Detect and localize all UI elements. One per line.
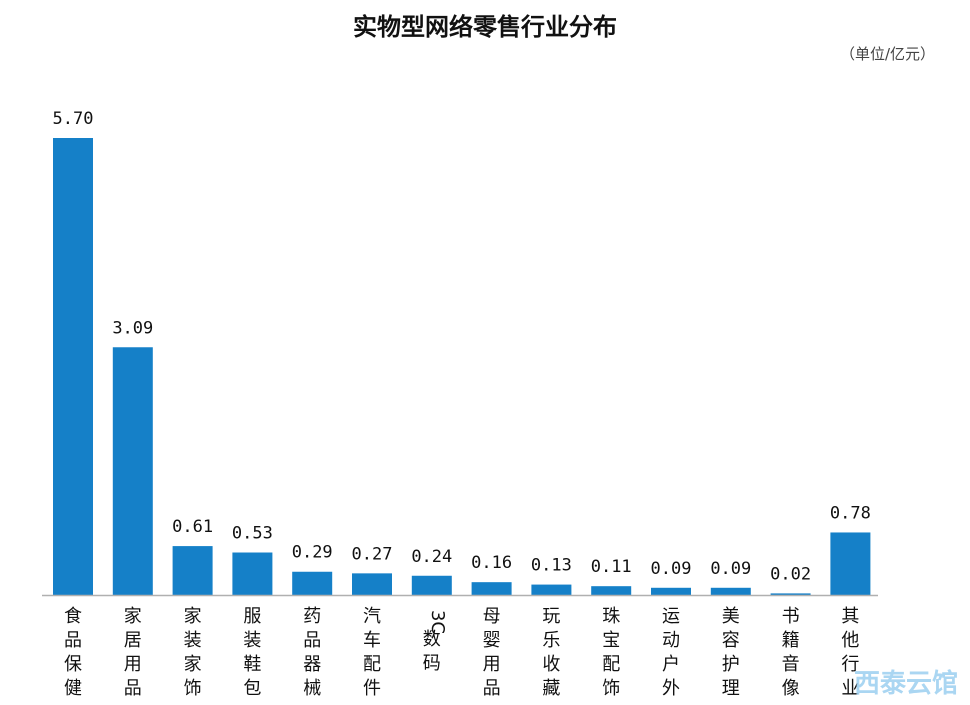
category-label-12: 书籍音像 bbox=[782, 606, 800, 699]
category-label-6-latin: 3C bbox=[427, 610, 448, 634]
category-label-10: 运动户外 bbox=[662, 606, 680, 699]
bar-2 bbox=[172, 546, 213, 595]
watermark: 西泰云馆 bbox=[854, 668, 958, 699]
value-label-7: 0.16 bbox=[471, 553, 512, 573]
category-label-5: 汽车配件 bbox=[363, 606, 381, 699]
value-label-6: 0.24 bbox=[411, 547, 452, 567]
value-label-4: 0.29 bbox=[292, 543, 333, 563]
value-label-9: 0.11 bbox=[591, 557, 632, 577]
value-label-0: 5.70 bbox=[53, 109, 94, 129]
category-label-7: 母婴用品 bbox=[483, 606, 501, 699]
category-label-11: 美容护理 bbox=[722, 606, 740, 699]
bar-series: 5.70 食品保健 3.09 家居用品 0.61 家装家饰 0.53 服装鞋包 0.29 药品器械… bbox=[53, 109, 871, 699]
value-label-1: 3.09 bbox=[112, 318, 153, 338]
category-label-8: 玩乐收藏 bbox=[542, 606, 560, 699]
value-label-2: 0.61 bbox=[172, 517, 213, 537]
bar-0 bbox=[53, 138, 93, 595]
bar-7 bbox=[471, 582, 512, 595]
value-label-8: 0.13 bbox=[531, 556, 572, 576]
category-label-4: 药品器械 bbox=[303, 606, 321, 699]
category-label-0: 食品保健 bbox=[64, 606, 82, 699]
bar-5 bbox=[352, 573, 392, 595]
unit-label: （单位/亿元） bbox=[840, 45, 935, 63]
value-label-11: 0.09 bbox=[710, 559, 751, 579]
bar-11 bbox=[710, 587, 751, 595]
bar-1 bbox=[112, 347, 153, 595]
category-label-1: 家居用品 bbox=[124, 606, 142, 699]
value-label-10: 0.09 bbox=[651, 559, 692, 579]
chart-title: 实物型网络零售行业分布 bbox=[353, 13, 617, 41]
bar-8 bbox=[531, 584, 572, 595]
bar-10 bbox=[651, 587, 691, 595]
category-label-9: 珠宝配饰 bbox=[602, 606, 620, 699]
category-label-3: 服装鞋包 bbox=[243, 606, 261, 699]
bar-12 bbox=[770, 593, 811, 595]
category-label-6: 数码 bbox=[423, 629, 441, 674]
bar-6 bbox=[411, 575, 452, 595]
value-label-3: 0.53 bbox=[232, 524, 273, 544]
category-label-2: 家装家饰 bbox=[184, 606, 202, 699]
bar-9 bbox=[591, 586, 632, 595]
value-label-12: 0.02 bbox=[770, 564, 811, 584]
bar-4 bbox=[292, 571, 333, 595]
value-label-13: 0.78 bbox=[830, 503, 871, 523]
value-label-5: 0.27 bbox=[352, 544, 393, 564]
category-label-13: 其他行业 bbox=[841, 606, 859, 699]
bar-3 bbox=[232, 552, 273, 595]
bar-13 bbox=[830, 532, 871, 595]
